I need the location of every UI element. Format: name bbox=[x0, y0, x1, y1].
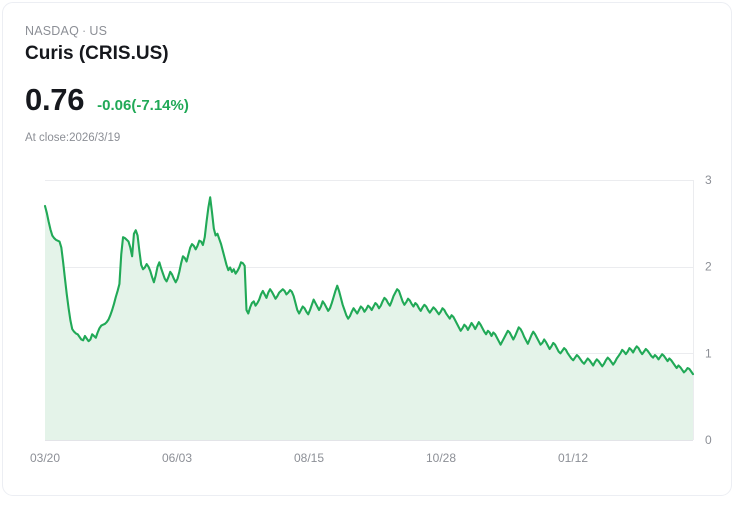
y-axis-tick: 3 bbox=[705, 173, 712, 187]
region-label: US bbox=[89, 24, 108, 38]
current-price: 0.76 bbox=[25, 82, 85, 117]
exchange-separator: · bbox=[82, 24, 87, 38]
chart-x-axis-labels: 03/20 06/03 08/15 10/28 01/12 bbox=[30, 451, 588, 465]
exchange-name: NASDAQ bbox=[25, 24, 79, 38]
price-row: 0.76 -0.06(-7.14%) bbox=[25, 81, 525, 119]
chart-area-fill bbox=[45, 197, 693, 440]
x-axis-tick: 06/03 bbox=[162, 451, 192, 465]
x-axis-tick: 03/20 bbox=[30, 451, 60, 465]
chart-line bbox=[43, 196, 695, 376]
quote-header: NASDAQ · US Curis (CRIS.US) 0.76 -0.06(-7.… bbox=[25, 23, 525, 146]
y-axis-tick: 0 bbox=[705, 433, 712, 447]
x-axis-tick: 10/28 bbox=[426, 451, 456, 465]
x-axis-tick: 08/15 bbox=[294, 451, 324, 465]
market-status-note: At close:2026/3/19 bbox=[25, 132, 121, 144]
y-axis-tick: 1 bbox=[705, 346, 712, 360]
exchange-line: NASDAQ · US bbox=[25, 23, 525, 39]
price-change: -0.06(-7.14%) bbox=[97, 97, 189, 114]
y-axis-tick: 2 bbox=[705, 260, 712, 274]
stock-quote-card: NASDAQ · US Curis (CRIS.US) 0.76 -0.06(-7.… bbox=[2, 2, 732, 496]
page-title: Curis (CRIS.US) bbox=[25, 43, 169, 64]
x-axis-tick: 01/12 bbox=[558, 451, 588, 465]
chart-y-axis-labels: 0 1 2 3 bbox=[705, 173, 712, 447]
price-area-chart[interactable]: 0 1 2 3 03/20 06/03 08/15 10/28 01/12 bbox=[3, 153, 732, 483]
